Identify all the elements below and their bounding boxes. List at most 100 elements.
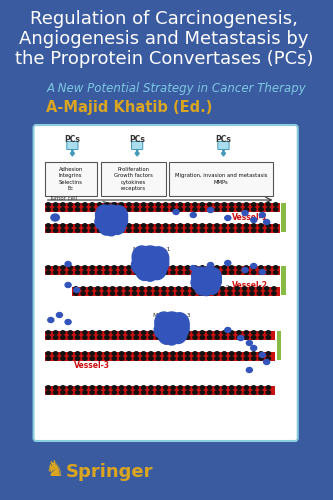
Ellipse shape <box>149 331 153 334</box>
Text: Adhesion
Integrins
Selectins
Ec: Adhesion Integrins Selectins Ec <box>59 167 83 191</box>
Bar <box>281 266 286 295</box>
Ellipse shape <box>259 336 263 339</box>
Ellipse shape <box>90 229 95 232</box>
Circle shape <box>199 280 213 295</box>
Ellipse shape <box>193 271 197 274</box>
Circle shape <box>204 276 220 294</box>
Ellipse shape <box>127 357 131 360</box>
Ellipse shape <box>142 208 146 211</box>
Ellipse shape <box>105 336 109 339</box>
Ellipse shape <box>61 203 65 206</box>
Ellipse shape <box>142 386 146 389</box>
Ellipse shape <box>244 336 248 339</box>
Ellipse shape <box>68 229 72 232</box>
Ellipse shape <box>112 203 117 206</box>
Ellipse shape <box>178 331 182 334</box>
FancyBboxPatch shape <box>218 142 229 150</box>
Ellipse shape <box>142 224 146 227</box>
Ellipse shape <box>237 352 241 355</box>
Ellipse shape <box>244 266 248 269</box>
Ellipse shape <box>207 224 212 227</box>
Circle shape <box>136 260 154 280</box>
Ellipse shape <box>98 391 102 394</box>
Ellipse shape <box>264 292 269 295</box>
Circle shape <box>104 219 119 236</box>
Ellipse shape <box>75 331 80 334</box>
Ellipse shape <box>207 357 212 360</box>
Ellipse shape <box>200 224 204 227</box>
Ellipse shape <box>98 386 102 389</box>
Bar <box>101 162 166 196</box>
Text: Angiogenesis and Metastasis by: Angiogenesis and Metastasis by <box>19 30 309 48</box>
Ellipse shape <box>105 266 109 269</box>
Ellipse shape <box>81 292 85 295</box>
Ellipse shape <box>156 391 161 394</box>
Ellipse shape <box>83 271 87 274</box>
Ellipse shape <box>75 266 80 269</box>
Ellipse shape <box>149 352 153 355</box>
Ellipse shape <box>68 271 72 274</box>
Ellipse shape <box>83 336 87 339</box>
Ellipse shape <box>120 331 124 334</box>
Ellipse shape <box>98 224 102 227</box>
Ellipse shape <box>68 391 72 394</box>
Ellipse shape <box>142 336 146 339</box>
Ellipse shape <box>244 357 248 360</box>
Ellipse shape <box>110 287 115 290</box>
Ellipse shape <box>156 271 161 274</box>
Ellipse shape <box>61 271 65 274</box>
Circle shape <box>194 278 209 295</box>
Ellipse shape <box>149 336 153 339</box>
Ellipse shape <box>155 287 159 290</box>
Ellipse shape <box>53 357 58 360</box>
Ellipse shape <box>149 229 153 232</box>
Circle shape <box>191 276 203 290</box>
Ellipse shape <box>237 266 241 269</box>
Ellipse shape <box>229 331 234 334</box>
Ellipse shape <box>98 203 102 206</box>
Ellipse shape <box>156 386 161 389</box>
Ellipse shape <box>207 266 212 269</box>
Ellipse shape <box>83 266 87 269</box>
FancyBboxPatch shape <box>132 142 143 150</box>
Ellipse shape <box>225 216 231 220</box>
Ellipse shape <box>259 266 263 269</box>
Ellipse shape <box>125 292 130 295</box>
Ellipse shape <box>61 336 65 339</box>
Ellipse shape <box>178 357 182 360</box>
Ellipse shape <box>61 391 65 394</box>
Ellipse shape <box>75 229 80 232</box>
Ellipse shape <box>83 208 87 211</box>
Ellipse shape <box>156 336 161 339</box>
Ellipse shape <box>90 357 95 360</box>
Ellipse shape <box>193 266 197 269</box>
Ellipse shape <box>112 386 117 389</box>
Ellipse shape <box>178 229 182 232</box>
Ellipse shape <box>229 352 234 355</box>
Ellipse shape <box>222 224 226 227</box>
Ellipse shape <box>46 336 50 339</box>
Ellipse shape <box>90 391 95 394</box>
Bar <box>45 266 280 274</box>
Ellipse shape <box>90 208 95 211</box>
Circle shape <box>110 206 128 227</box>
Ellipse shape <box>105 352 109 355</box>
Ellipse shape <box>46 271 50 274</box>
Ellipse shape <box>272 292 276 295</box>
Ellipse shape <box>190 266 196 270</box>
Ellipse shape <box>215 336 219 339</box>
Ellipse shape <box>105 208 109 211</box>
Ellipse shape <box>229 229 234 232</box>
Ellipse shape <box>105 357 109 360</box>
Ellipse shape <box>164 266 168 269</box>
Ellipse shape <box>134 352 139 355</box>
Ellipse shape <box>98 331 102 334</box>
Ellipse shape <box>61 357 65 360</box>
Ellipse shape <box>222 203 226 206</box>
Ellipse shape <box>198 287 203 290</box>
Ellipse shape <box>120 271 124 274</box>
Ellipse shape <box>156 266 161 269</box>
Ellipse shape <box>68 331 72 334</box>
Ellipse shape <box>266 391 270 394</box>
Ellipse shape <box>244 331 248 334</box>
